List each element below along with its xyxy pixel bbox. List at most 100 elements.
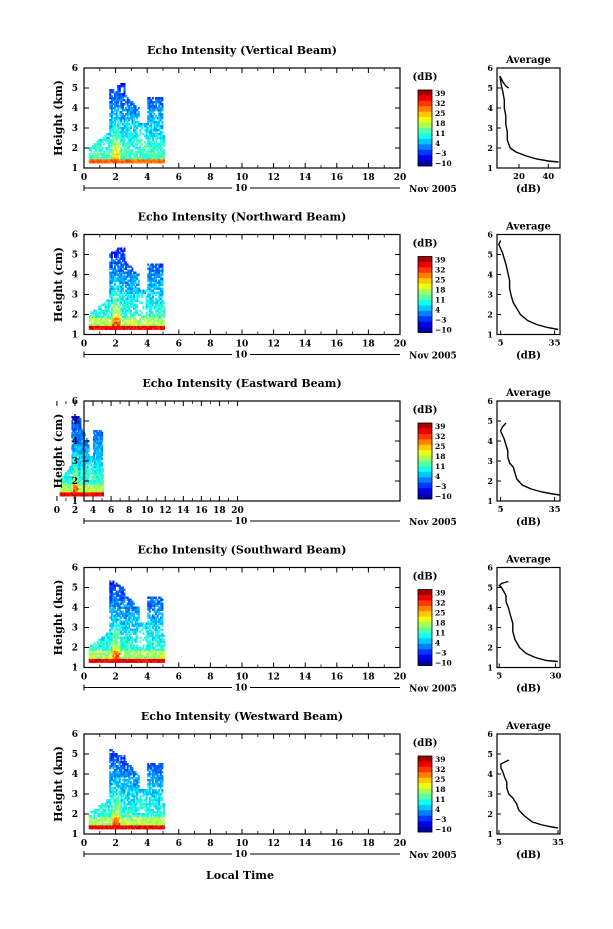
heatmap-cell [109,305,112,308]
heatmap-cell [153,279,156,282]
heatmap-cell [114,283,116,286]
heatmap-cell [121,305,124,308]
heatmap-cell [142,638,145,641]
heatmap-cell [95,811,98,814]
heatmap-cell [109,159,112,162]
heatmap-cell [102,484,105,487]
heatmap-cell [100,470,103,473]
heatmap-cell [104,317,107,320]
heatmap-cell [125,773,128,776]
heatmap-cell [110,115,113,118]
heatmap-cell [114,307,116,310]
heatmap-cell [110,753,113,756]
heatmap-cell [158,281,161,284]
heatmap-cell [144,636,147,639]
heatmap-cell [90,646,93,649]
heatmap-cell [125,277,128,280]
heatmap-cell [129,642,132,645]
heatmap-cell [155,283,158,286]
heatmap-cell [159,618,162,621]
heatmap-cell [114,269,116,272]
heatmap-cell [115,253,118,256]
heatmap-cell [128,311,131,314]
heatmap-cell [131,313,134,316]
heatmap-cell [93,454,96,457]
day-label: 10 [235,517,248,527]
heatmap-cell [112,113,115,116]
heatmap-cell [161,632,164,635]
heatmap-cell [161,622,164,625]
heatmap-cell [148,660,151,663]
heatmap-cell [129,289,132,292]
heatmap-cell [132,295,135,298]
heatmap-cell [145,145,148,148]
heatmap-cell [129,315,132,318]
heatmap-cell [115,823,118,826]
heatmap-cell [132,139,135,142]
heatmap-cell [140,157,143,160]
heatmap-cell [126,791,129,794]
heatmap-cell [101,315,104,318]
heatmap-cell [158,313,161,316]
heatmap-cell [158,101,161,104]
heatmap-cell [126,767,129,770]
heatmap-cell [120,789,123,792]
heatmap-cell [106,149,109,152]
heatmap-cell [117,590,120,593]
heatmap-cell [110,797,113,800]
heatmap-cell [104,303,107,306]
heatmap-cell [118,281,121,284]
heatmap-cell [114,803,116,806]
heatmap-cell [126,795,129,798]
heatmap-cell [147,111,150,114]
heatmap-cell [106,823,109,826]
heatmap-cell [136,628,139,631]
heatmap-cell [109,773,112,776]
heatmap-cell [128,155,131,158]
heatmap-cell [156,660,159,663]
heatmap-cell [73,488,76,491]
heatmap-cell [158,291,161,294]
heatmap-cell [150,105,153,108]
heatmap-cell [118,105,121,108]
heatmap-cell [100,430,103,433]
heatmap-cell [117,285,120,288]
heatmap-cell [147,600,150,603]
heatmap-cell [155,612,158,615]
heatmap-cell [145,323,148,326]
colorbar-step [418,493,432,500]
heatmap-cell [109,129,112,132]
heatmap-cell [102,813,105,816]
x-tick-label: 10 [236,340,249,350]
heatmap-cell [99,151,102,154]
heatmap-cell [110,765,113,768]
heatmap-cell [136,658,139,661]
heatmap-cell [137,658,140,661]
heatmap-cell [159,161,162,164]
heatmap-cell [121,275,124,278]
heatmap-cell [151,299,154,302]
heatmap-cell [118,301,121,304]
heatmap-cell [123,759,126,762]
heatmap-cell [109,650,112,653]
heatmap-cell [128,157,131,160]
heatmap-cell [115,319,118,322]
colorbar-tick-label: 32 [435,432,445,441]
heatmap-cell [106,819,109,822]
heatmap-cell [126,610,129,613]
heatmap-cell [101,807,104,810]
heatmap-cell [121,821,124,824]
heatmap-cell [158,652,161,655]
colorbar-step [418,117,432,123]
heatmap-cell [96,470,99,473]
heatmap-cell [137,291,140,294]
heatmap-cell [77,464,80,467]
heatmap-cell [132,660,135,663]
heatmap-cell [88,654,91,657]
heatmap-cell [159,115,162,118]
heatmap-cell [136,157,139,160]
heatmap-cell [109,253,112,256]
heatmap-cell [88,488,91,491]
heatmap-cell [144,626,147,629]
average-title: Average [505,55,551,66]
